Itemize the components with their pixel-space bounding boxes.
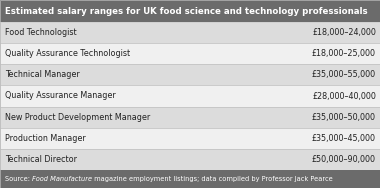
Text: magazine employment listings; data compiled by Professor Jack Pearce: magazine employment listings; data compi… bbox=[92, 176, 333, 182]
Text: £18,000–24,000: £18,000–24,000 bbox=[312, 28, 376, 37]
Bar bbox=[0, 85, 380, 107]
Text: £28,000–40,000: £28,000–40,000 bbox=[312, 92, 376, 101]
Text: £35,000–50,000: £35,000–50,000 bbox=[312, 113, 376, 122]
Text: Food Manufacture: Food Manufacture bbox=[32, 176, 92, 182]
Bar bbox=[0, 64, 380, 85]
Text: Food Technologist: Food Technologist bbox=[5, 28, 77, 37]
Bar bbox=[0, 170, 380, 188]
Bar bbox=[0, 22, 380, 43]
Text: New Product Development Manager: New Product Development Manager bbox=[5, 113, 150, 122]
Bar bbox=[0, 149, 380, 170]
Bar bbox=[0, 107, 380, 128]
Bar bbox=[0, 0, 380, 22]
Bar bbox=[0, 43, 380, 64]
Text: Quality Assurance Manager: Quality Assurance Manager bbox=[5, 92, 116, 101]
Text: Quality Assurance Technologist: Quality Assurance Technologist bbox=[5, 49, 130, 58]
Text: Source:: Source: bbox=[5, 176, 32, 182]
Text: £35,000–55,000: £35,000–55,000 bbox=[312, 70, 376, 79]
Text: £18,000–25,000: £18,000–25,000 bbox=[312, 49, 376, 58]
Text: Production Manager: Production Manager bbox=[5, 134, 86, 143]
Text: Technical Manager: Technical Manager bbox=[5, 70, 80, 79]
Text: Technical Director: Technical Director bbox=[5, 155, 77, 164]
Text: £50,000–90,000: £50,000–90,000 bbox=[312, 155, 376, 164]
Text: Estimated salary ranges for UK food science and technology professionals: Estimated salary ranges for UK food scie… bbox=[5, 7, 367, 15]
Text: £35,000–45,000: £35,000–45,000 bbox=[312, 134, 376, 143]
Bar bbox=[0, 128, 380, 149]
